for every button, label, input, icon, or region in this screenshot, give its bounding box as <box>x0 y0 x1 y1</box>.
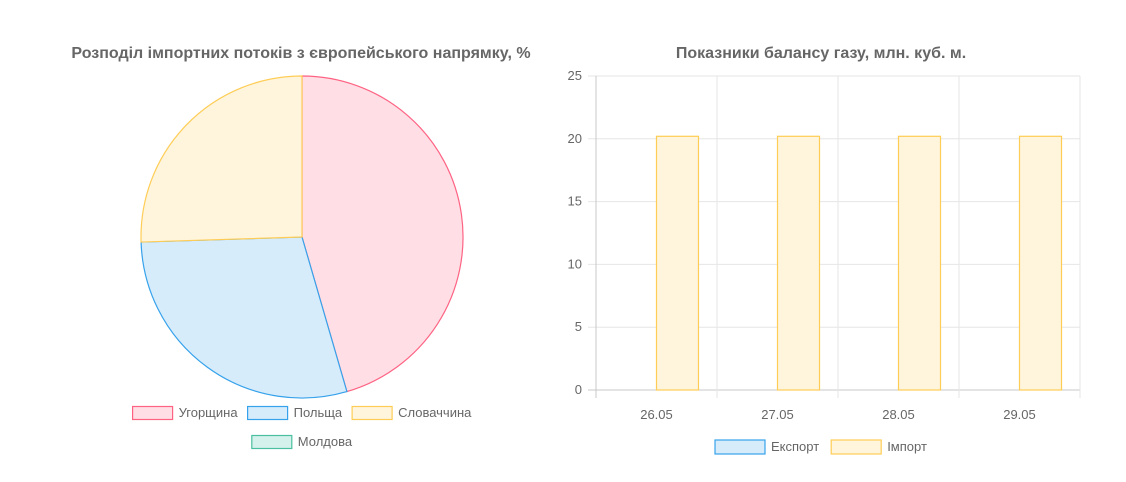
bar-y-tick-label: 10 <box>568 256 582 271</box>
bar-import-4[interactable] <box>1018 135 1063 391</box>
bar-y-tick-label: 0 <box>575 382 582 397</box>
pie-legend-item-3[interactable]: Словаччина <box>351 405 472 421</box>
pie-legend-swatch <box>251 434 293 450</box>
pie-legend-label: Польща <box>294 405 343 420</box>
pie-legend-label: Угорщина <box>179 405 239 420</box>
pie-legend-item-4[interactable]: Молдова <box>251 434 353 450</box>
pie-legend-label: Молдова <box>298 434 353 449</box>
bar-y-tick-label: 25 <box>568 68 582 83</box>
pie-legend-label: Словаччина <box>398 405 472 420</box>
bar-y-tick-label: 5 <box>575 319 582 334</box>
bar-x-tick-label: 29.05 <box>1003 407 1036 422</box>
bar-y-tick-label: 15 <box>568 194 582 209</box>
pie-slice-2[interactable] <box>140 236 348 399</box>
bar-import-3[interactable] <box>897 135 942 391</box>
bar-legend-swatch <box>714 439 766 455</box>
bar-import-1[interactable] <box>655 135 700 391</box>
pie-chart-title: Розподіл імпортних потоків з європейсько… <box>71 45 530 62</box>
pie-legend-item-2[interactable]: Польща <box>247 405 343 421</box>
pie-legend-swatch <box>132 405 174 421</box>
bar-y-tick-label: 20 <box>568 131 582 146</box>
bar-x-tick-label: 26.05 <box>640 407 673 422</box>
pie-legend-item-1[interactable]: Угорщина <box>132 405 239 421</box>
bar-legend-item-1[interactable]: Експорт <box>714 439 819 455</box>
bar-chart-title: Показники балансу газу, млн. куб. м. <box>676 45 966 62</box>
bar-x-tick-label: 27.05 <box>761 407 794 422</box>
bar-legend: Експорт Імпорт <box>714 439 927 455</box>
bar-legend-label: Імпорт <box>887 439 927 454</box>
bar-legend-item-2[interactable]: Імпорт <box>830 439 927 455</box>
bar-chart <box>655 135 1063 391</box>
bar-legend-swatch <box>830 439 882 455</box>
pie-legend-swatch <box>351 405 393 421</box>
pie-slice-3[interactable] <box>140 75 303 243</box>
bar-legend-label: Експорт <box>771 439 819 454</box>
pie-chart <box>140 75 464 399</box>
bar-import-2[interactable] <box>776 135 821 391</box>
bar-x-tick-label: 28.05 <box>882 407 915 422</box>
pie-legend-swatch <box>247 405 289 421</box>
bar-grid: 0 5 10 15 20 25 26.05 27.05 28.05 29.05 <box>568 68 1081 422</box>
pie-slice-1[interactable] <box>301 75 464 393</box>
pie-legend: Угорщина Польща Словаччина Молдова <box>132 405 472 450</box>
